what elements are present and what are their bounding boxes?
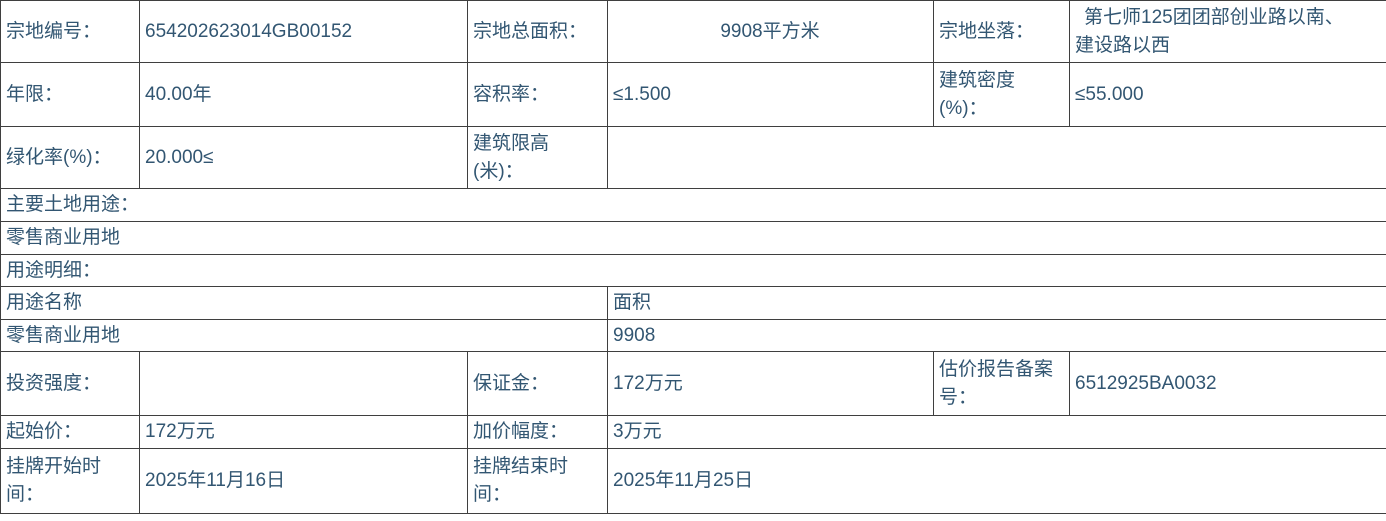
term-label: 年限： — [0, 62, 140, 127]
parcel-number-value: 654202623014GB00152 — [139, 0, 468, 63]
building-density-value: ≤55.000 — [1069, 62, 1386, 127]
investment-intensity-value — [139, 351, 468, 417]
investment-intensity-label: 投资强度： — [0, 351, 140, 417]
table-row: 投资强度： 保证金： 172万元 估价报告备案 号： 6512925BA0032 — [0, 351, 1386, 417]
table-row: 年限： 40.00年 容积率： ≤1.500 建筑密度 (%)： ≤55.000 — [0, 62, 1386, 127]
starting-price-value: 172万元 — [139, 415, 468, 449]
building-density-label: 建筑密度 (%)： — [933, 62, 1070, 127]
parcel-number-label: 宗地编号： — [0, 0, 140, 63]
total-area-label: 宗地总面积： — [467, 0, 608, 63]
table-row: 零售商业用地 — [0, 221, 1386, 255]
plot-ratio-value: ≤1.500 — [607, 62, 934, 127]
term-value: 40.00年 — [139, 62, 468, 127]
use-table-row-name: 零售商业用地 — [0, 318, 608, 353]
listing-start-time-label: 挂牌开始时 间： — [0, 447, 140, 514]
table-row: 用途明细： — [0, 253, 1386, 288]
table-row: 主要土地用途： — [0, 188, 1386, 222]
plot-ratio-label: 容积率： — [467, 62, 608, 127]
greening-rate-label: 绿化率(%)： — [0, 126, 140, 189]
location-label: 宗地坐落： — [933, 0, 1070, 63]
listing-end-time-value: 2025年11月25日 — [607, 447, 1386, 514]
starting-price-label: 起始价： — [0, 415, 140, 449]
use-detail-label: 用途明细： — [0, 253, 1386, 288]
deposit-value: 172万元 — [607, 351, 934, 417]
appraisal-report-no-label: 估价报告备案 号： — [933, 351, 1070, 417]
bid-increment-label: 加价幅度： — [467, 415, 608, 449]
table-row: 零售商业用地 9908 — [0, 318, 1386, 353]
appraisal-report-no-value: 6512925BA0032 — [1069, 351, 1386, 417]
main-land-use-value: 零售商业用地 — [0, 221, 1386, 255]
total-area-value: 9908平方米 — [607, 0, 934, 63]
height-limit-value — [607, 126, 1386, 189]
table-row: 起始价： 172万元 加价幅度： 3万元 — [0, 415, 1386, 449]
location-value: 第七师125团团部创业路以南、 建设路以西 — [1069, 0, 1386, 63]
table-row: 绿化率(%)： 20.000≤ 建筑限高 (米)： — [0, 126, 1386, 189]
greening-rate-value: 20.000≤ — [139, 126, 468, 189]
main-land-use-label: 主要土地用途： — [0, 188, 1386, 222]
deposit-label: 保证金： — [467, 351, 608, 417]
table-row: 用途名称 面积 — [0, 286, 1386, 320]
use-table-header-name: 用途名称 — [0, 286, 608, 320]
listing-start-time-value: 2025年11月16日 — [139, 447, 468, 514]
table-row: 挂牌开始时 间： 2025年11月16日 挂牌结束时 间： 2025年11月25… — [0, 447, 1386, 514]
table-row: 宗地编号： 654202623014GB00152 宗地总面积： 9908平方米… — [0, 0, 1386, 63]
bid-increment-value: 3万元 — [607, 415, 1386, 449]
use-table-header-area: 面积 — [607, 286, 1386, 320]
height-limit-label: 建筑限高 (米)： — [467, 126, 608, 189]
listing-end-time-label: 挂牌结束时 间： — [467, 447, 608, 514]
use-table-row-area: 9908 — [607, 318, 1386, 353]
